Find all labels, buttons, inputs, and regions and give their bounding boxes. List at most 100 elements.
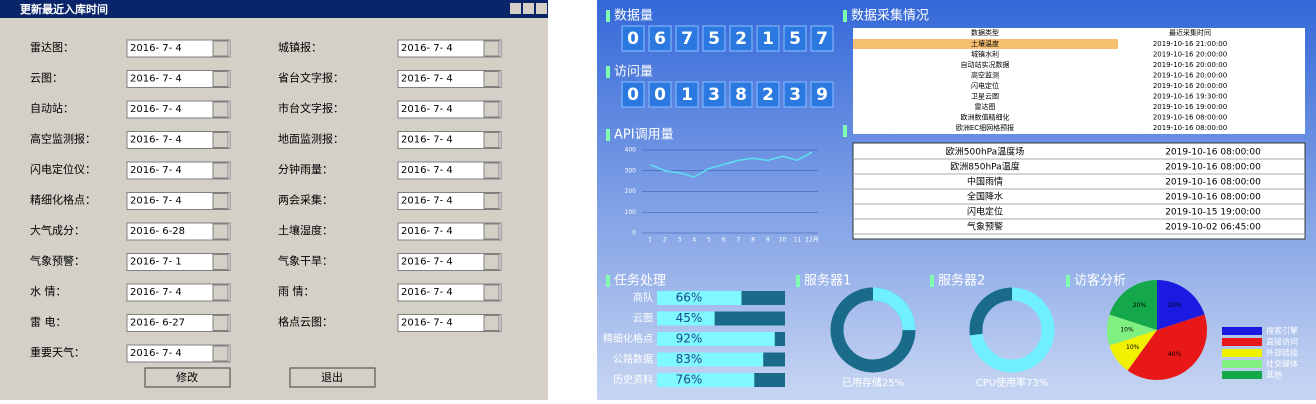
date-picker[interactable] <box>397 100 502 119</box>
field-label: 地面监测报： <box>278 132 344 146</box>
field-label: 土壤湿度： <box>278 223 333 237</box>
date-picker[interactable] <box>397 39 502 58</box>
close-button[interactable] <box>536 3 547 14</box>
digit: 5 <box>708 29 720 49</box>
dropdown-button[interactable] <box>212 101 229 118</box>
dropdown-button[interactable] <box>212 223 229 240</box>
digit: 7 <box>816 29 828 49</box>
dropdown-button[interactable] <box>212 284 229 301</box>
date-value: 2016- 7- 4 <box>130 348 182 359</box>
date-value: 2016- 7- 4 <box>401 287 453 298</box>
dropdown-button[interactable] <box>212 254 229 270</box>
digit-box <box>702 25 726 52</box>
minimize-button[interactable] <box>510 3 521 14</box>
legend-swatch <box>1222 327 1262 335</box>
dropdown-button[interactable] <box>483 315 500 331</box>
x-tick-label: 10 <box>779 237 787 244</box>
table-cell: 闪电定位 <box>967 206 1003 218</box>
dropdown-button[interactable] <box>483 71 500 87</box>
title-marker <box>606 10 610 22</box>
date-picker[interactable] <box>126 222 231 241</box>
field-label: 雷达图： <box>30 41 74 54</box>
digit-box <box>702 81 726 108</box>
date-picker[interactable] <box>126 131 231 149</box>
legend-swatch <box>1222 338 1262 346</box>
digit: 0 <box>654 85 666 105</box>
dropdown-button[interactable] <box>483 254 500 270</box>
date-value: 2016- 7- 4 <box>401 74 453 85</box>
panel-title: API调用量 <box>614 128 674 143</box>
date-picker[interactable] <box>397 253 502 271</box>
legend-label: 社交媒体 <box>1266 359 1298 369</box>
date-picker[interactable] <box>126 70 231 88</box>
maximize-button[interactable] <box>523 3 534 14</box>
date-picker[interactable] <box>397 222 502 241</box>
dropdown-button[interactable] <box>483 284 500 301</box>
pie-label: 20% <box>1133 302 1147 309</box>
button[interactable] <box>144 367 231 388</box>
dropdown-button[interactable] <box>212 345 229 362</box>
date-picker[interactable] <box>126 314 231 332</box>
date-picker[interactable] <box>397 70 502 88</box>
table-cell: 2019-10-16 08:00:00 <box>1165 193 1261 203</box>
title-marker <box>843 10 847 22</box>
x-tick-label: 4 <box>692 237 696 244</box>
digit: 6 <box>654 29 666 49</box>
date-picker[interactable] <box>397 314 502 332</box>
digit: 3 <box>789 85 801 105</box>
field-label: 自动站： <box>30 101 74 115</box>
bar <box>657 352 764 367</box>
donut-caption: CPU使用率73% <box>976 376 1049 389</box>
dialog-title: 更新最近入库时间 <box>20 2 108 16</box>
date-picker[interactable] <box>397 131 502 149</box>
dropdown-button[interactable] <box>483 40 500 57</box>
dropdown-button[interactable] <box>212 40 229 57</box>
date-picker[interactable] <box>126 100 231 119</box>
dropdown-button[interactable] <box>483 223 500 240</box>
table-cell: 2019-10-16 08:00:00 <box>1165 163 1261 173</box>
table-cell: 气象预警 <box>967 221 1003 233</box>
digit: 5 <box>789 29 801 49</box>
table-cell: 2019-10-16 08:00:00 <box>1165 148 1261 158</box>
dropdown-button[interactable] <box>212 71 229 87</box>
date-picker[interactable] <box>126 344 231 363</box>
dropdown-button[interactable] <box>212 315 229 331</box>
x-tick-label: 3 <box>678 237 682 244</box>
field-label: 雷 电： <box>30 316 67 329</box>
date-picker[interactable] <box>126 283 231 302</box>
panel-title: 访问量 <box>614 65 653 80</box>
date-value: 2016- 7- 4 <box>401 43 453 54</box>
digit: 2 <box>762 85 774 105</box>
dropdown-button[interactable] <box>483 193 500 209</box>
field-label: 气象干旱： <box>278 254 333 268</box>
table-cell: 欧洲EC细网格预报 <box>956 123 1014 132</box>
dropdown-button[interactable] <box>212 193 229 209</box>
dropdown-button[interactable] <box>483 162 500 179</box>
date-picker[interactable] <box>397 161 502 180</box>
date-picker[interactable] <box>397 192 502 210</box>
task-label: 精细化格点 <box>603 332 653 345</box>
dropdown-button[interactable] <box>212 132 229 148</box>
date-picker[interactable] <box>126 161 231 180</box>
button[interactable] <box>289 367 376 388</box>
dropdown-button[interactable] <box>483 132 500 148</box>
field-label: 市台文字报： <box>278 101 344 115</box>
date-picker[interactable] <box>397 283 502 302</box>
donut-arc <box>830 287 916 373</box>
panel-title: 访客分析 <box>1074 273 1126 289</box>
bar <box>657 373 755 387</box>
x-tick-label: 8 <box>751 237 755 244</box>
table-cell: 2019-10-16 08:00:00 <box>1153 114 1227 122</box>
panel-title: 数据量 <box>614 9 653 24</box>
table-cell: 2019-10-02 06:45:00 <box>1165 223 1261 233</box>
y-tick-label: 0 <box>632 230 636 237</box>
field-label: 精细化格点： <box>30 193 96 207</box>
title-marker <box>606 129 610 141</box>
date-picker[interactable] <box>126 39 231 58</box>
date-picker[interactable] <box>126 253 231 271</box>
dropdown-button[interactable] <box>483 101 500 118</box>
date-picker[interactable] <box>126 192 231 210</box>
panel-title: 数据采集情况 <box>851 8 929 24</box>
x-tick-label: 12月 <box>805 237 819 244</box>
dropdown-button[interactable] <box>212 162 229 179</box>
